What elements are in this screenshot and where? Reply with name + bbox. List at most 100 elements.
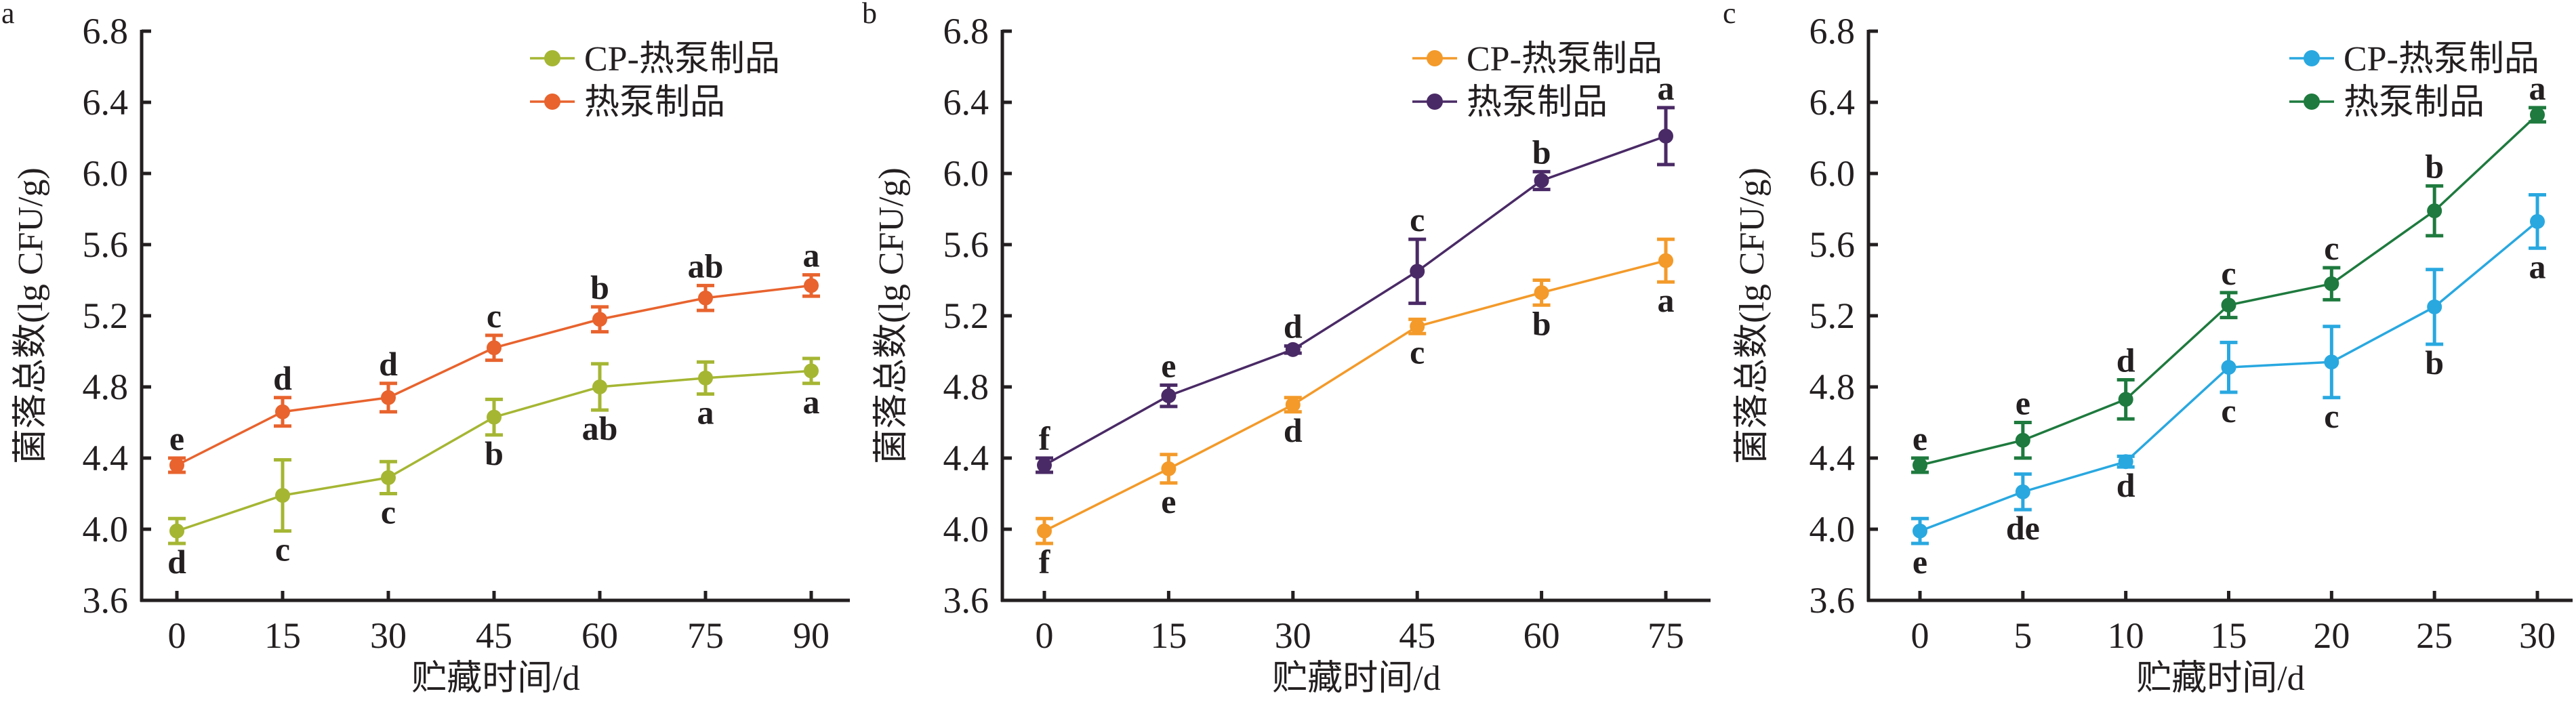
data-point (2324, 354, 2339, 370)
y-tick-label: 6.4 (83, 82, 129, 123)
data-point (2118, 454, 2133, 470)
legend-label: CP-热泵制品 (2344, 40, 2539, 79)
significance-letter: de (2006, 509, 2040, 547)
series-heat-pump: f e d c b a (1036, 69, 1675, 474)
significance-letter: d (2117, 466, 2135, 504)
y-tick-label: 3.6 (943, 580, 989, 621)
significance-letter: a (803, 236, 820, 274)
significance-letter: c (487, 297, 502, 335)
data-point (698, 290, 713, 306)
significance-letter: c (1410, 201, 1425, 239)
y-tick-label: 6.8 (83, 11, 129, 51)
x-tick-label: 15 (2211, 615, 2247, 656)
significance-letter: a (697, 394, 714, 432)
significance-letter: a (1658, 281, 1675, 319)
x-tick-label: 45 (476, 615, 512, 656)
significance-letter: b (485, 434, 504, 472)
data-point (592, 312, 607, 327)
data-point (2221, 297, 2236, 313)
data-point (1161, 461, 1177, 476)
x-tick-label: 30 (370, 615, 407, 656)
significance-letter: e (1161, 346, 1176, 384)
y-tick-label: 6.0 (83, 153, 129, 194)
data-point (1161, 388, 1177, 404)
y-tick-label: 3.6 (83, 580, 129, 621)
significance-letter: e (1913, 543, 1927, 581)
chart-panel-c: c 3.6 4.0 4.4 4.8 5.2 5.6 6.0 6.4 6.8 0 5 10 15 20 25 30… (1723, 0, 2573, 698)
y-tick-label: 4.0 (943, 509, 989, 550)
data-point (169, 457, 184, 473)
significance-letter: c (2324, 229, 2339, 267)
y-tick-label: 4.8 (83, 367, 129, 407)
legend-item: CP-热泵制品 (1412, 40, 1662, 79)
y-tick-label: 4.8 (943, 367, 989, 407)
x-tick-label: 60 (581, 615, 618, 656)
y-tick-label: 6.0 (943, 153, 989, 194)
x-tick-label: 75 (687, 615, 724, 656)
y-tick-label: 5.2 (83, 295, 129, 336)
x-tick-label: 20 (2313, 615, 2350, 656)
x-tick-label: 25 (2416, 615, 2453, 656)
significance-letter: c (2221, 254, 2236, 292)
legend-item: CP-热泵制品 (2289, 40, 2539, 79)
legend-marker (1427, 50, 1443, 66)
chart-panel-a: a 3.6 4.0 4.4 4.8 5.2 5.6 6.0 6.4 6.8 0 15 30 45 60 75 9… (1, 0, 850, 698)
data-point (1037, 457, 1052, 473)
x-tick-label: 15 (1150, 615, 1187, 656)
significance-letter: a (2529, 69, 2546, 107)
y-tick-label: 4.0 (83, 509, 129, 550)
y-tick-label: 6.8 (943, 11, 989, 51)
y-tick-label: 3.6 (1810, 580, 1856, 621)
legend-marker (544, 94, 560, 110)
y-tick-label: 4.4 (943, 438, 989, 478)
legend-item: CP-热泵制品 (530, 40, 780, 79)
data-point (2427, 299, 2442, 314)
y-tick-label: 5.6 (1810, 224, 1856, 265)
significance-letter: b (2425, 147, 2444, 185)
y-tick-label: 4.4 (83, 438, 129, 478)
data-point (1285, 397, 1301, 413)
y-tick-label: 5.6 (943, 224, 989, 265)
significance-letter: ab (688, 247, 724, 285)
significance-letter: f (1039, 419, 1051, 457)
significance-letter: a (803, 383, 820, 421)
legend-label: CP-热泵制品 (1467, 40, 1662, 79)
significance-letter: a (1658, 69, 1675, 107)
data-point (487, 409, 502, 425)
legend-marker (1427, 94, 1443, 110)
x-tick-label: 30 (2519, 615, 2556, 656)
data-point (1534, 173, 1549, 188)
x-axis-title: 贮藏时间/d (411, 659, 579, 698)
data-point (2118, 392, 2133, 407)
y-tick-label: 6.4 (943, 82, 989, 123)
data-point (1913, 457, 1927, 473)
significance-letter: e (1913, 419, 1927, 457)
significance-letter: b (2425, 344, 2444, 381)
data-point (381, 470, 396, 485)
x-tick-label: 45 (1399, 615, 1435, 656)
data-point (381, 390, 396, 405)
x-tick-label: 10 (2108, 615, 2144, 656)
significance-letter: e (169, 419, 184, 457)
y-tick-label: 5.2 (943, 295, 989, 336)
data-point (275, 488, 290, 503)
x-axis-title: 贮藏时间/d (2136, 659, 2304, 698)
x-tick-label: 0 (1036, 615, 1054, 656)
data-point (2221, 360, 2236, 375)
panel-label: c (1723, 0, 1736, 30)
data-point (487, 340, 502, 356)
y-tick-label: 4.0 (1810, 509, 1856, 550)
panel-label: b (862, 0, 877, 30)
data-point (804, 278, 819, 293)
significance-letter: d (273, 359, 292, 397)
data-point (2015, 432, 2030, 448)
significance-letter: d (2117, 342, 2135, 379)
significance-letter: c (381, 493, 396, 531)
data-point (804, 363, 819, 379)
legend-label: 热泵制品 (2344, 83, 2485, 122)
data-point (592, 379, 607, 394)
x-tick-label: 30 (1275, 615, 1311, 656)
significance-letter: a (2529, 247, 2546, 285)
panel-label: a (1, 0, 15, 30)
